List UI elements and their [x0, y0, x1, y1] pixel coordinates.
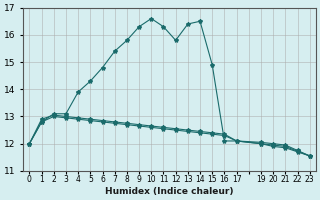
- X-axis label: Humidex (Indice chaleur): Humidex (Indice chaleur): [105, 187, 234, 196]
